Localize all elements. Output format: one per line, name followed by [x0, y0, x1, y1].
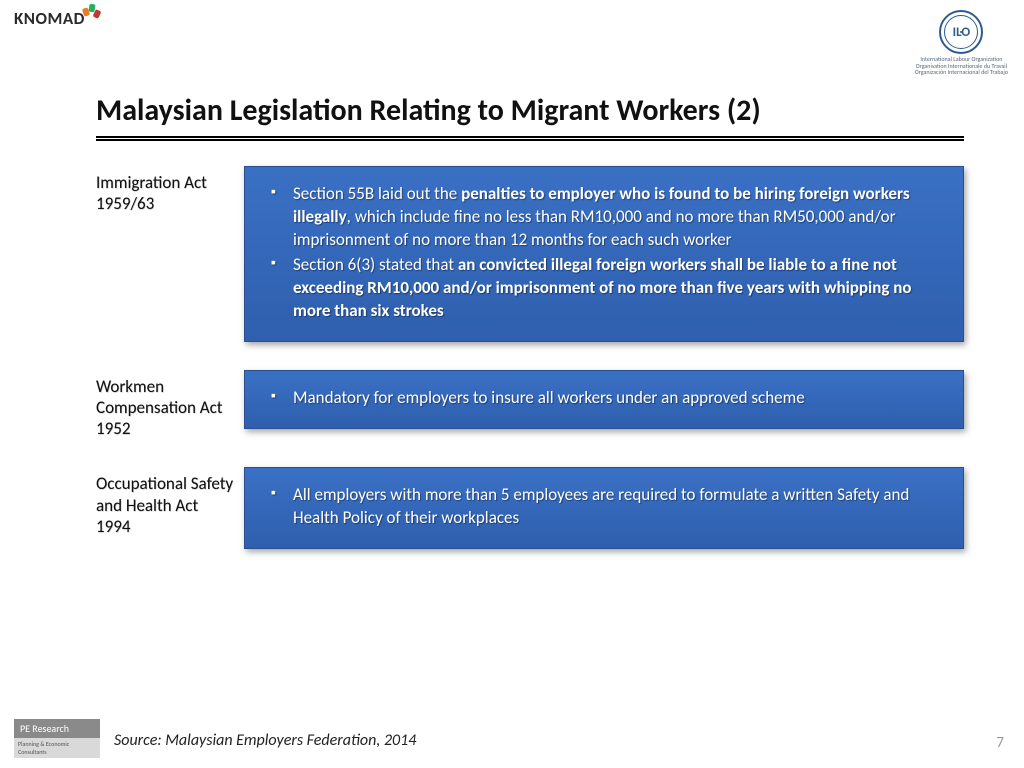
- section-row: Occupational Safety and Health Act 1994 …: [96, 467, 964, 549]
- knomad-logo: KNOMAD: [14, 8, 101, 29]
- bullet-item: Section 6(3) stated that an convicted il…: [267, 254, 941, 323]
- bullet-item: All employers with more than 5 employees…: [267, 484, 941, 530]
- bullet-item: Section 55B laid out the penalties to em…: [267, 183, 941, 252]
- pe-badge-bottom: Planning & Economic Consultants: [14, 738, 100, 758]
- section-box: Mandatory for employers to insure all wo…: [244, 370, 964, 429]
- bullet-item: Mandatory for employers to insure all wo…: [267, 387, 941, 410]
- section-label: Occupational Safety and Health Act 1994: [96, 467, 244, 537]
- ilo-logo: ILO International Labour Organization Or…: [915, 10, 1008, 76]
- content-area: Immigration Act 1959/63 Section 55B laid…: [96, 166, 964, 577]
- pe-badge-top: PE Research: [14, 719, 100, 738]
- slide-title: Malaysian Legislation Relating to Migran…: [96, 92, 964, 139]
- source-citation: Source: Malaysian Employers Federation, …: [114, 731, 416, 750]
- knomad-mark-icon: [83, 2, 101, 20]
- pe-research-badge: PE Research Planning & Economic Consulta…: [14, 719, 100, 758]
- section-box: Section 55B laid out the penalties to em…: [244, 166, 964, 342]
- section-label: Workmen Compensation Act 1952: [96, 370, 244, 440]
- ilo-caption-3: Organización Internacional del Trabajo: [915, 69, 1008, 76]
- section-box: All employers with more than 5 employees…: [244, 467, 964, 549]
- title-rule: [96, 136, 964, 141]
- section-row: Workmen Compensation Act 1952 Mandatory …: [96, 370, 964, 440]
- page-number: 7: [996, 734, 1004, 752]
- section-label: Immigration Act 1959/63: [96, 166, 244, 215]
- ilo-badge-icon: ILO: [939, 10, 983, 54]
- knomad-logo-text: KNOMAD: [14, 8, 85, 29]
- section-row: Immigration Act 1959/63 Section 55B laid…: [96, 166, 964, 342]
